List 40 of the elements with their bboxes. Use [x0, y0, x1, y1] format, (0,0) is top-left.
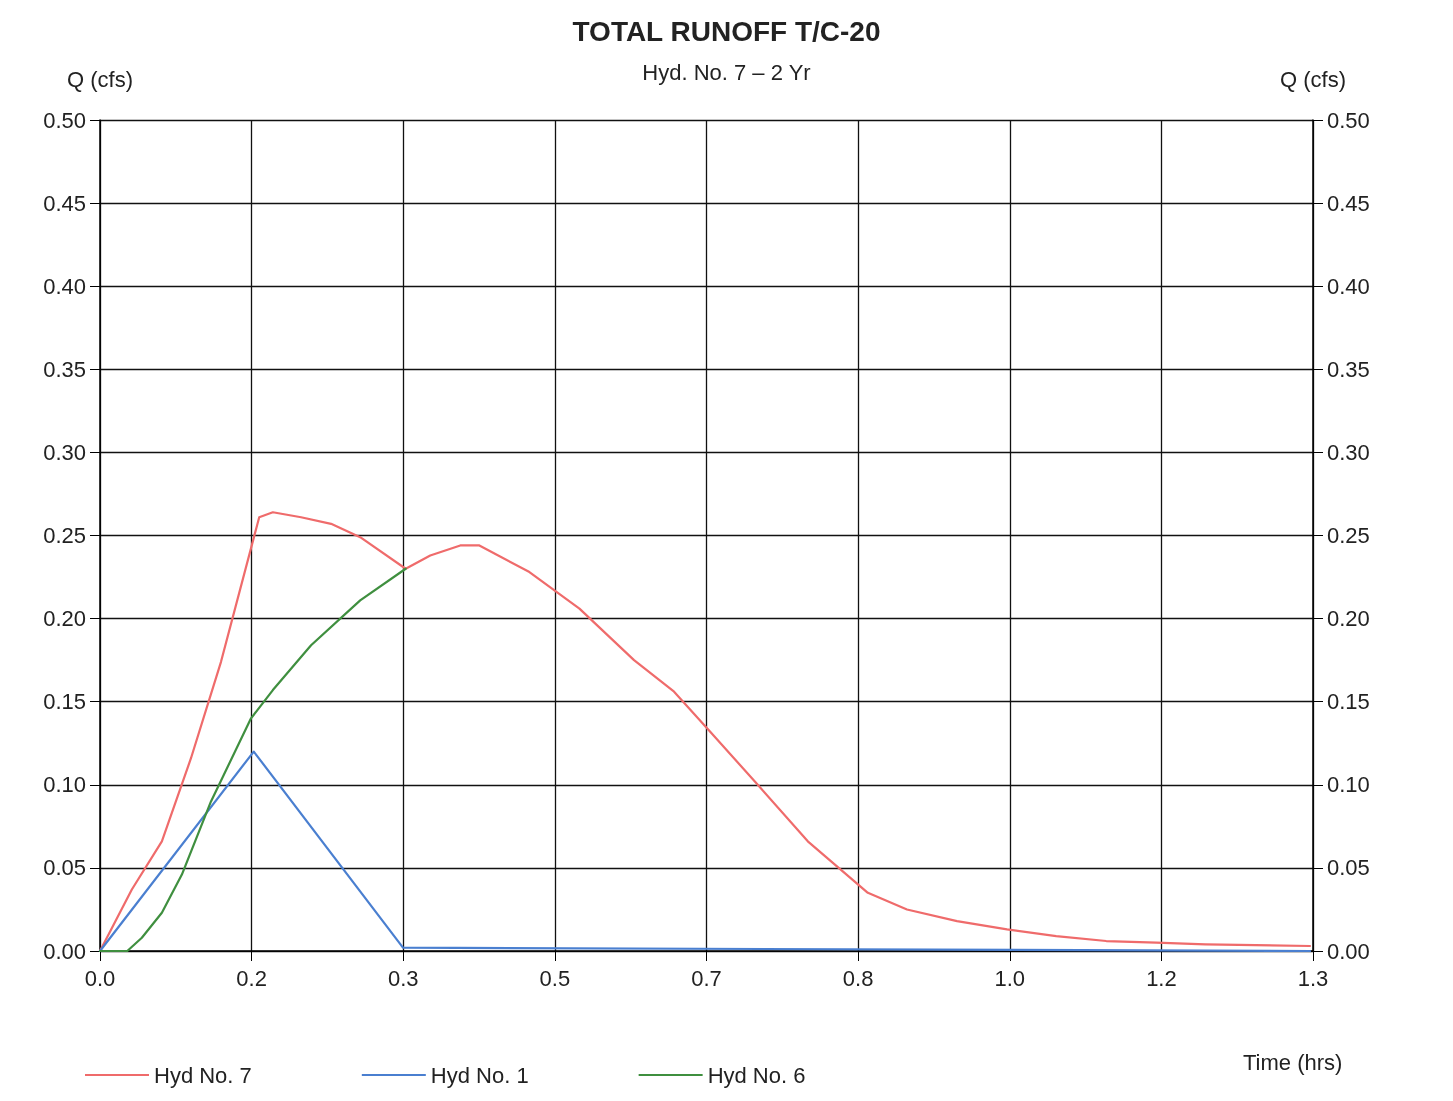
y2-tick-label: 0.50	[1327, 107, 1370, 133]
y-tick-label: 0.25	[43, 523, 86, 548]
x-tick-label: 0.8	[842, 965, 874, 991]
y2-tick-label: 0.10	[1327, 772, 1370, 798]
y2-tick-label: 0.25	[1327, 523, 1370, 548]
y-tick-label: 0.00	[43, 938, 86, 964]
y-axis-title: Q (cfs)	[67, 66, 133, 92]
x-tick-label: 0.2	[236, 965, 267, 991]
x-tick-label: 1.0	[994, 965, 1026, 991]
x-tick-label: 1.3	[1297, 965, 1329, 991]
chart-subtitle: Hyd. No. 7 – 2 Yr	[642, 59, 811, 85]
chart-title: TOTAL RUNOFF T/C-20	[572, 15, 881, 47]
legend-label: Hyd No. 7	[154, 1062, 252, 1088]
y2-tick-label: 0.45	[1327, 190, 1370, 216]
y2-tick-label: 0.20	[1327, 606, 1370, 632]
line-series	[98, 567, 407, 953]
y-tick-label: 0.30	[43, 439, 86, 465]
x-tick-label: 1.2	[1146, 965, 1177, 991]
legend-label: Hyd No. 6	[707, 1062, 806, 1088]
y2-axis-title: Q (cfs)	[1280, 66, 1346, 92]
y2-tick-label: 0.30	[1327, 439, 1370, 465]
y-tick-label: 0.45	[43, 190, 86, 216]
y-tick-label: 0.35	[43, 356, 86, 382]
y2-tick-label: 0.35	[1327, 356, 1370, 382]
x-tick-label: 0.5	[539, 965, 571, 991]
y-tick-label: 0.15	[43, 689, 86, 715]
y-tick-label: 0.05	[43, 855, 86, 881]
x-tick-label: 0.3	[387, 965, 419, 991]
x-tick-label: 0.7	[691, 965, 722, 991]
y-tick-label: 0.40	[43, 273, 86, 299]
y-tick-label: 0.20	[43, 606, 86, 632]
y2-tick-label: 0.05	[1327, 855, 1370, 881]
legend-label: Hyd No. 1	[430, 1062, 529, 1088]
y-tick-label: 0.50	[43, 107, 86, 133]
y-tick-label: 0.10	[43, 772, 86, 798]
y2-tick-label: 0.15	[1327, 689, 1370, 715]
x-tick-label: 0.0	[84, 965, 116, 991]
x-axis-title: Time (hrs)	[1243, 1049, 1343, 1075]
y2-tick-label: 0.00	[1327, 938, 1370, 964]
y2-tick-label: 0.40	[1327, 273, 1370, 299]
